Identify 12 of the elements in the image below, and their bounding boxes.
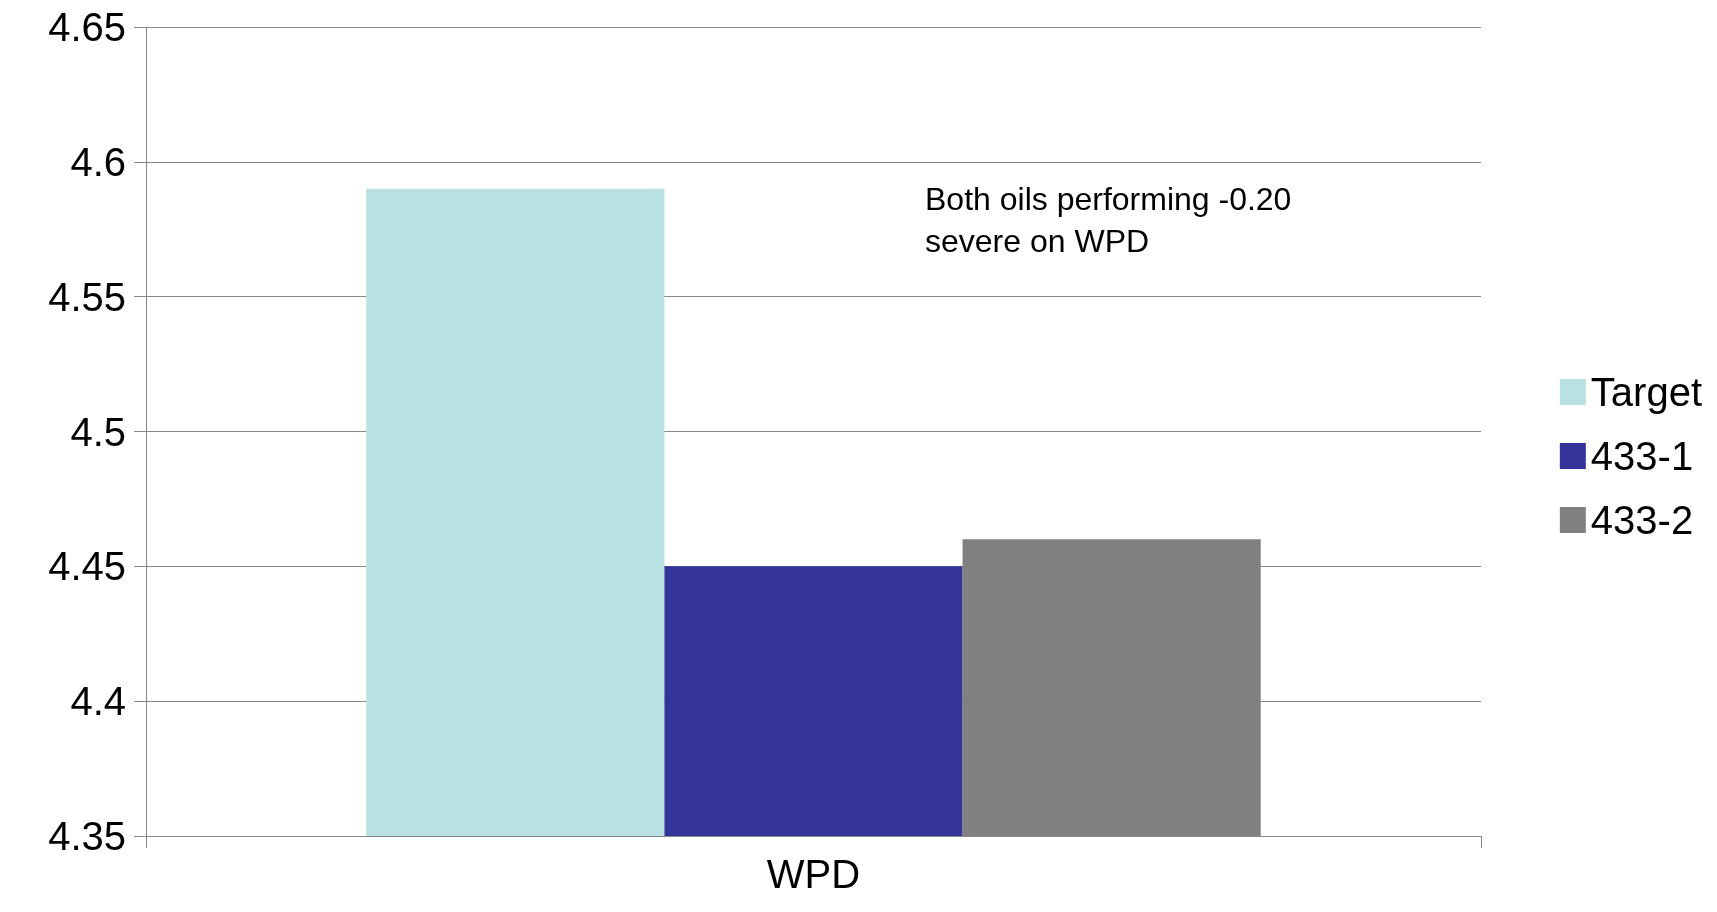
y-tick-label: 4.55 xyxy=(48,274,126,319)
y-tick-label: 4.5 xyxy=(70,409,126,454)
y-tick-label: 4.35 xyxy=(48,814,126,858)
legend-label: 433-2 xyxy=(1590,498,1694,542)
y-tick-label: 4.45 xyxy=(48,544,126,589)
legend-label: 433-1 xyxy=(1590,434,1694,478)
y-tick-label: 4.6 xyxy=(70,139,126,184)
legend-label: Target xyxy=(1590,370,1702,414)
annotation: Both oils performing -0.20 severe on WPD xyxy=(925,181,1292,259)
y-tick-label: 4.4 xyxy=(70,679,126,724)
x-tick-label: WPD xyxy=(766,852,861,896)
y-tick-label: 4.65 xyxy=(48,5,126,49)
